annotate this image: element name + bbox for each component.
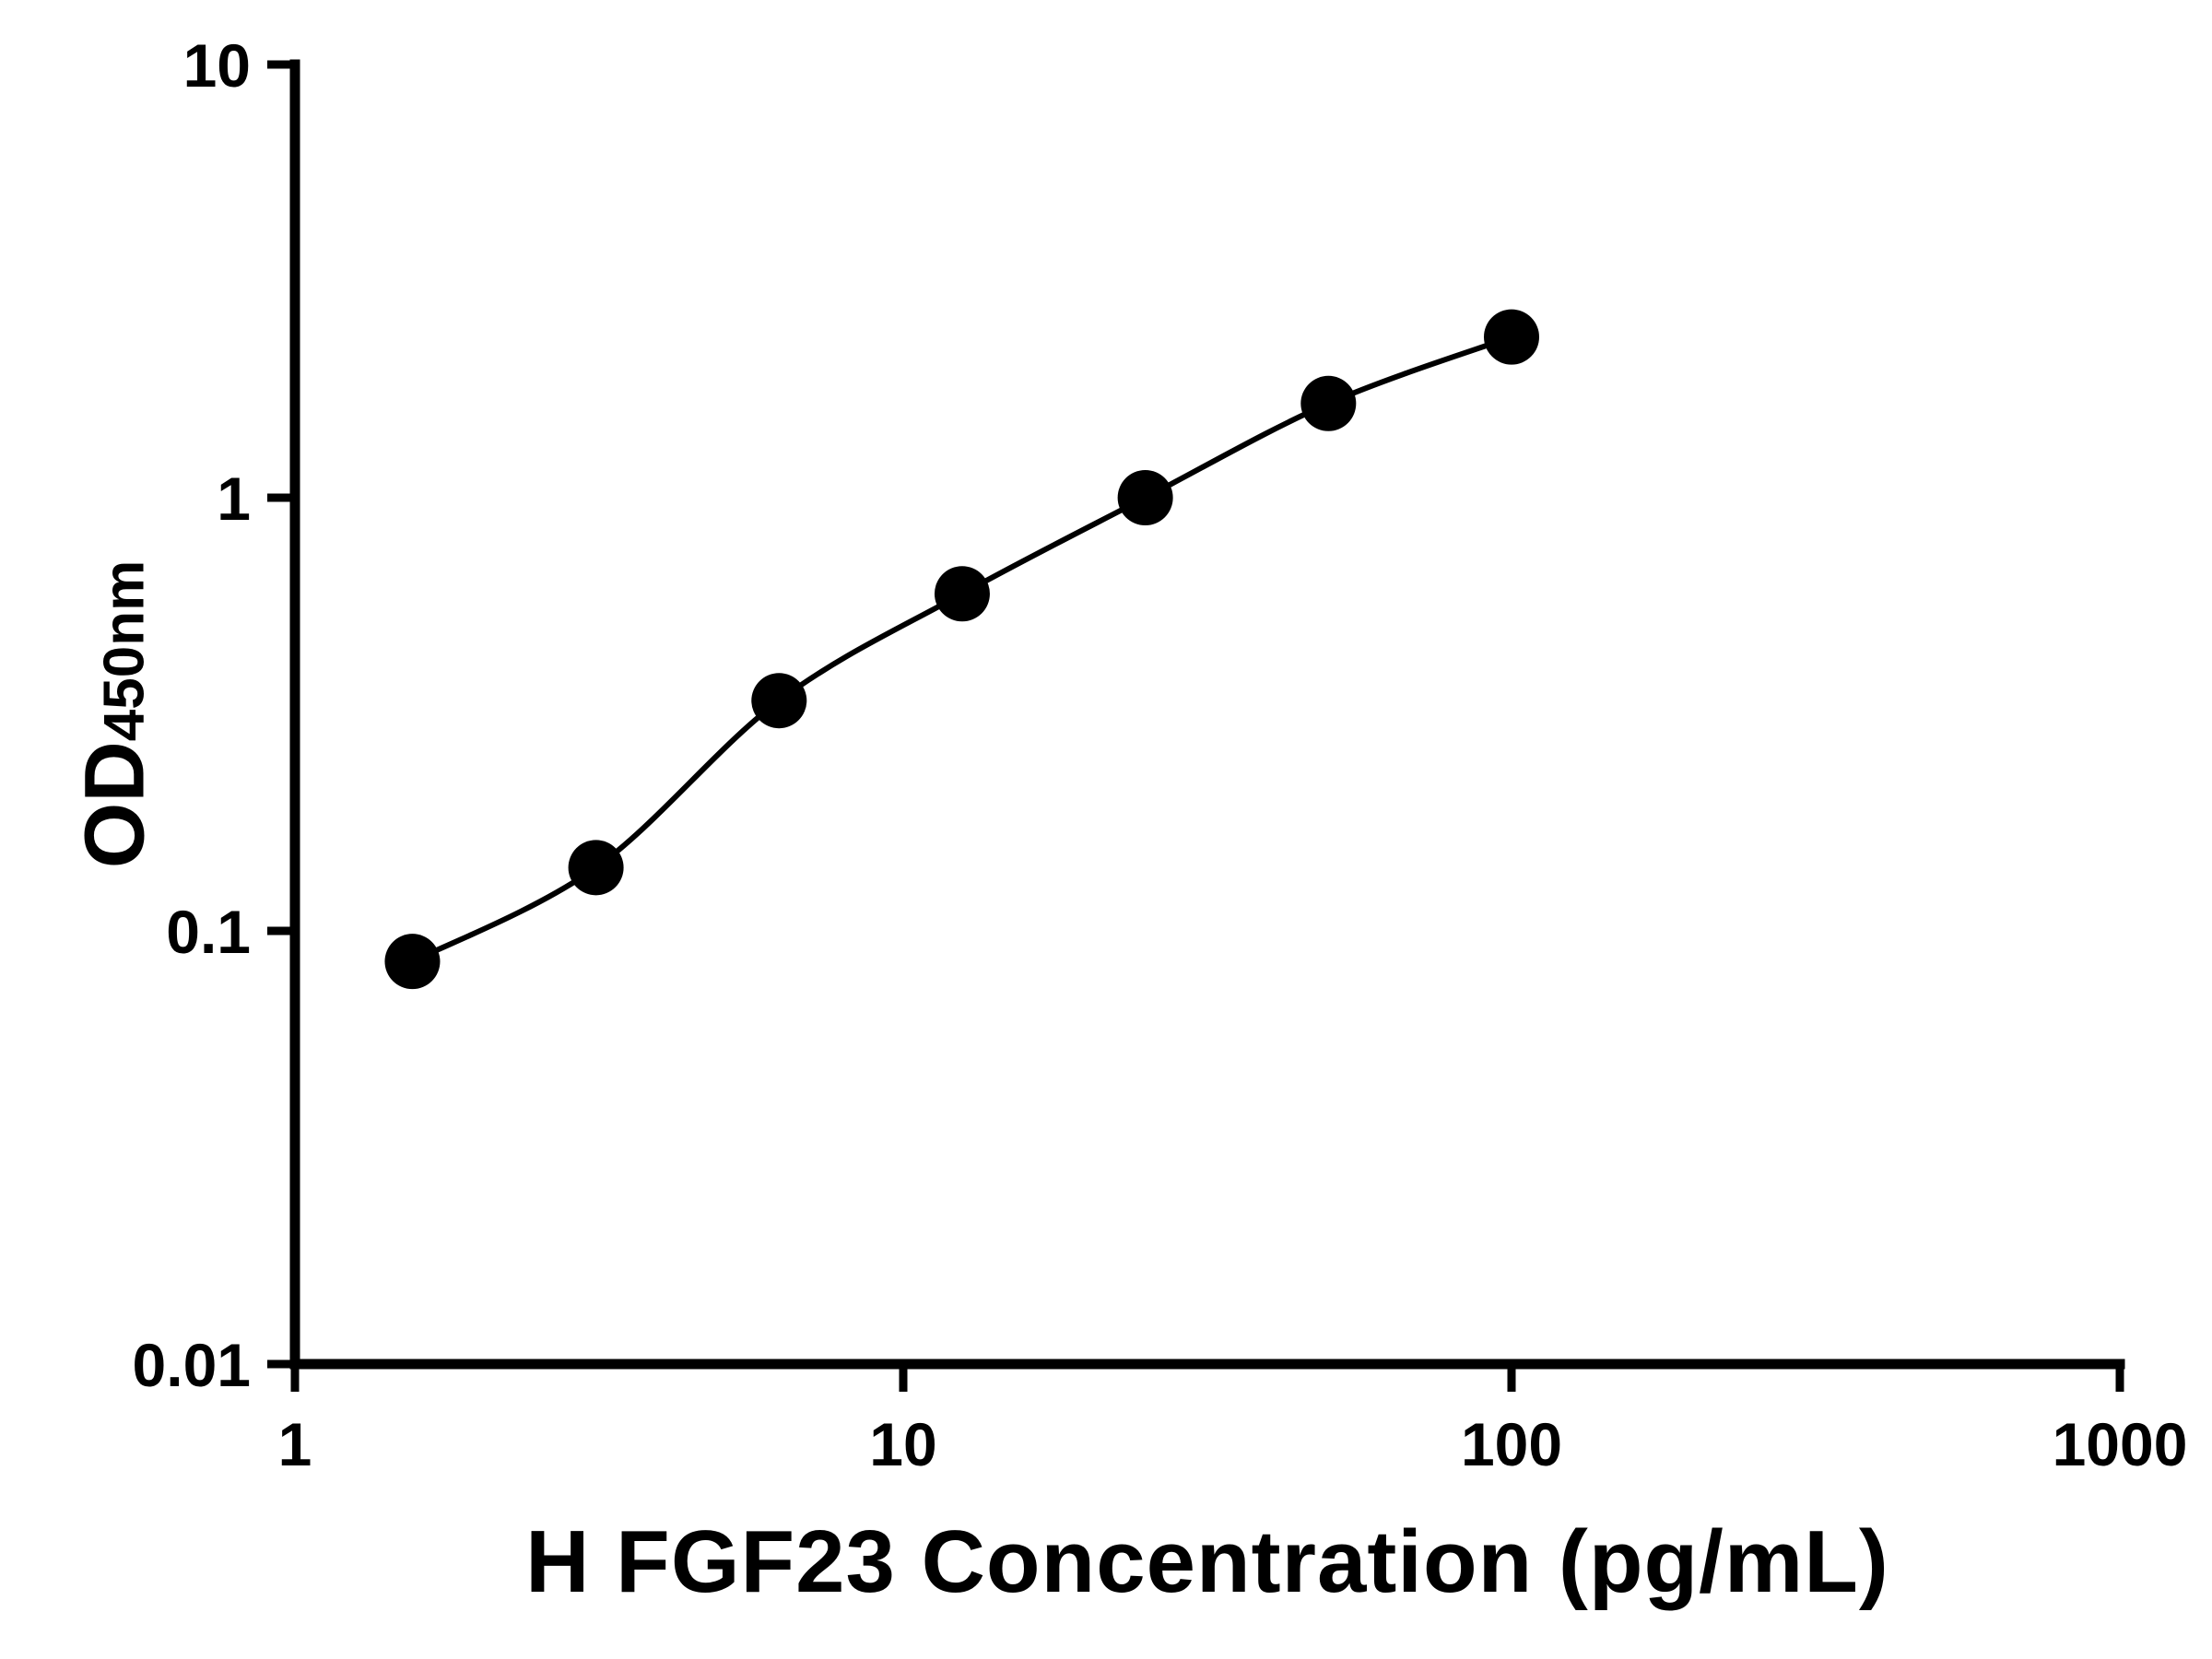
data-point bbox=[568, 840, 624, 896]
y-tick-label: 10 bbox=[183, 31, 251, 100]
data-point bbox=[384, 934, 441, 990]
y-tick-label: 0.01 bbox=[133, 1331, 251, 1399]
axis-lines bbox=[289, 59, 2125, 1370]
x-tick-label: 1 bbox=[278, 1410, 312, 1478]
y-axis-title-main: OD bbox=[67, 741, 162, 869]
data-point bbox=[1117, 470, 1173, 525]
y-tick-label: 0.1 bbox=[166, 898, 251, 966]
data-point bbox=[934, 566, 990, 622]
x-ticks: 1 10 100 1000 bbox=[278, 1364, 2188, 1478]
axes bbox=[289, 59, 2125, 1370]
data-point bbox=[1484, 309, 1539, 365]
data-point bbox=[1300, 375, 1357, 431]
x-tick-label: 10 bbox=[869, 1410, 936, 1478]
data-point bbox=[751, 673, 807, 729]
x-tick-label: 1000 bbox=[2053, 1410, 2188, 1478]
y-axis-title: OD450nm bbox=[67, 560, 164, 868]
series-standard-curve bbox=[384, 309, 1539, 990]
y-ticks: 0.01 0.1 1 10 bbox=[133, 31, 295, 1399]
y-axis-title-sub: 450nm bbox=[92, 559, 157, 742]
x-tick-label: 100 bbox=[1461, 1410, 1562, 1478]
y-tick-label: 1 bbox=[217, 465, 251, 533]
x-axis-title: H FGF23 Concentration (pg/mL) bbox=[525, 1512, 1889, 1611]
